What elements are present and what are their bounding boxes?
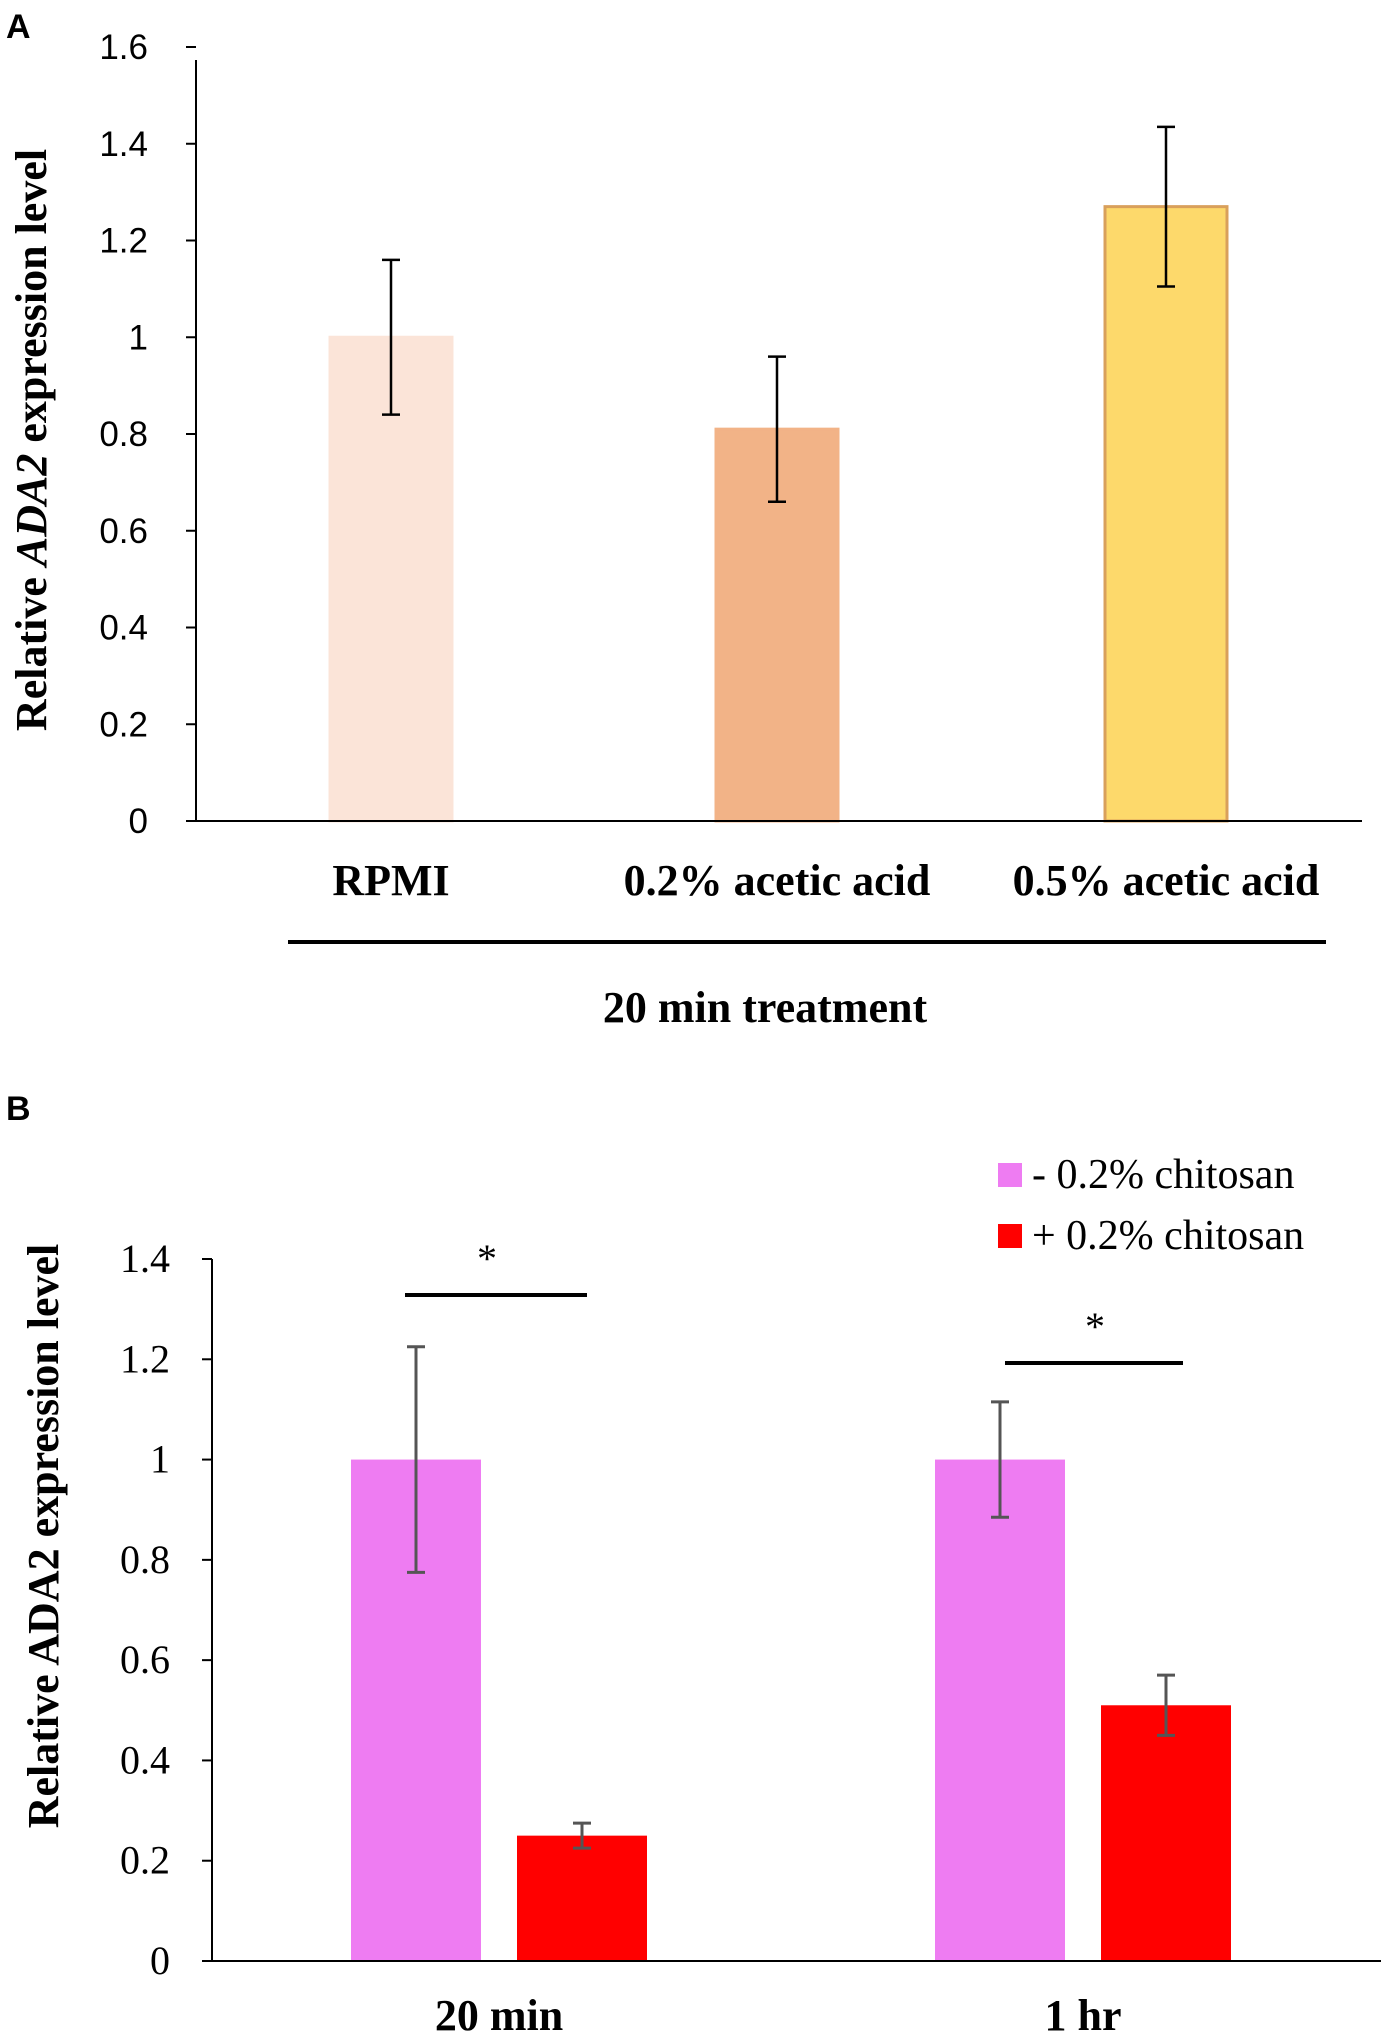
y-axis-label: Relative ADA2 expression level (19, 1244, 68, 1829)
panel-b: B 0 0.2 0.4 0.6 0.8 1 1.2 1.4 20 min 1 hr Relati… (6, 1090, 1381, 2039)
bar-1-hr-minus-chitosan (935, 1459, 1065, 1961)
y-tick-label: 0.2 (120, 1838, 170, 1883)
y-tick-label: 1.2 (120, 1336, 170, 1381)
x-tick-label-rpmi: RPMI (332, 856, 449, 905)
y-tick-label: 0.6 (120, 1637, 170, 1682)
y-tick-label: 0.4 (99, 609, 148, 648)
x-tick-label-0-2-acetic-acid: 0.2% acetic acid (624, 856, 931, 905)
y-tick-label: 0.8 (120, 1537, 170, 1582)
bar-1-hr-plus-chitosan (1101, 1705, 1231, 1961)
y-tick-label: 0.2 (99, 705, 148, 744)
bar-20-min-plus-chitosan (517, 1835, 647, 1961)
panel-label-a: A (6, 8, 31, 46)
bar-0-5-acetic-acid (1103, 205, 1229, 823)
y-tick-label: 1.4 (99, 125, 148, 164)
panel-a: A 0 0.2 0.4 0.6 0.8 1 1.2 1.4 1.6 RPMI 0.2% aceti… (6, 8, 1362, 1032)
y-tick-label: 1 (129, 318, 148, 357)
y-tick-label: 1.2 (99, 222, 148, 261)
y-tick-label: 1 (150, 1437, 170, 1482)
y-tick-label: 0 (150, 1938, 170, 1983)
x-tick-label-20-min: 20 min (435, 1991, 563, 2039)
y-tick-label: 0 (129, 802, 148, 841)
legend-swatch-plus-chitosan (998, 1224, 1022, 1248)
panel-label-b: B (6, 1090, 31, 1128)
y-tick-label: 1.4 (120, 1236, 170, 1281)
legend-label-minus-chitosan: - 0.2% chitosan (1032, 1152, 1294, 1198)
y-tick-label: 1.6 (99, 28, 148, 67)
x-tick-label-0-5-acetic-acid: 0.5% acetic acid (1013, 856, 1320, 905)
significance-star-20min: * (477, 1236, 497, 1281)
y-axis-label: Relative ADA2 expression level (7, 149, 56, 731)
legend-label-plus-chitosan: + 0.2% chitosan (1032, 1213, 1304, 1259)
y-tick-label: 0.8 (99, 415, 148, 454)
legend-swatch-minus-chitosan (998, 1163, 1022, 1187)
x-axis-label: 20 min treatment (603, 983, 928, 1032)
significance-star-1hr: * (1085, 1304, 1105, 1349)
y-tick-label: 0.4 (120, 1737, 170, 1782)
y-tick-label: 0.6 (99, 512, 148, 551)
x-tick-label-1-hr: 1 hr (1045, 1991, 1122, 2039)
bar-rpmi (328, 335, 454, 823)
legend: - 0.2% chitosan + 0.2% chitosan (998, 1152, 1304, 1259)
